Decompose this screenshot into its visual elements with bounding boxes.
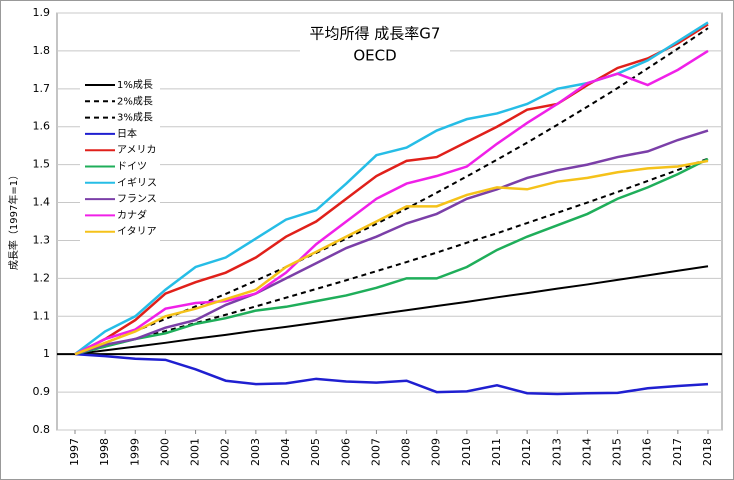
legend-label: 2%成長 <box>117 95 153 107</box>
series-line <box>74 23 709 356</box>
grid <box>57 12 722 434</box>
x-tick-label: 2009 <box>430 438 443 466</box>
x-tick-label: 2007 <box>369 438 382 466</box>
x-tick-label: 2010 <box>460 438 473 466</box>
series-line <box>74 129 709 356</box>
series-line <box>74 157 709 356</box>
y-tick-label: 0.9 <box>33 385 51 398</box>
lines <box>74 21 709 396</box>
y-tick-label: 1.2 <box>33 271 51 284</box>
x-tick-label: 2004 <box>279 438 292 466</box>
x-tick-label: 2017 <box>671 438 684 466</box>
x-tick-label: 2001 <box>189 438 202 466</box>
y-tick-label: 1.5 <box>33 158 51 171</box>
legend-label: 1%成長 <box>117 79 153 91</box>
series-line <box>74 157 709 356</box>
series-line <box>74 49 709 356</box>
series-line <box>74 265 709 356</box>
x-tick-label: 1998 <box>98 438 111 466</box>
y-tick-label: 1.4 <box>33 196 51 209</box>
legend-box <box>80 76 160 247</box>
x-tick-label: 2015 <box>611 438 624 466</box>
x-tick-label: 2000 <box>158 438 171 466</box>
x-tick-label: 2014 <box>580 438 593 466</box>
y-tick-label: 0.8 <box>33 423 51 436</box>
y-axis-label: 成長率（1997年=1） <box>7 170 20 270</box>
y-tick-label: 1.1 <box>33 309 51 322</box>
legend-label: ドイツ <box>117 162 147 173</box>
legend-label: フランス <box>117 193 157 205</box>
x-tick-label: 2012 <box>520 438 533 466</box>
series-line <box>74 352 709 396</box>
x-tick-label: 2006 <box>339 438 352 466</box>
legend-label: 3%成長 <box>117 112 153 124</box>
x-tick-label: 2005 <box>309 438 322 466</box>
x-tick-label: 1999 <box>128 438 141 466</box>
x-tick-label: 2008 <box>400 438 413 466</box>
legend-label: イギリス <box>117 177 157 189</box>
series-line <box>74 27 709 356</box>
x-tick-label: 2011 <box>490 438 503 466</box>
legend-label: イタリア <box>117 226 157 238</box>
y-tick-label: 1.3 <box>33 233 51 246</box>
legend-label: カナダ <box>117 208 147 221</box>
x-tick-label: 2003 <box>249 438 262 466</box>
legend-label: 日本 <box>117 127 137 140</box>
x-tick-label: 2002 <box>219 438 232 466</box>
y-tick-label: 1 <box>43 347 50 360</box>
chart-title: 平均所得 成長率G7 <box>310 25 441 43</box>
series-line <box>74 159 709 356</box>
x-tick-label: 2016 <box>641 438 654 466</box>
chart-subtitle: OECD <box>353 47 396 65</box>
y-tick-label: 1.8 <box>33 44 51 57</box>
title-box <box>300 20 450 75</box>
y-tick-label: 1.7 <box>33 82 51 95</box>
y-tick-label: 1.9 <box>33 6 51 19</box>
y-tick-label: 1.6 <box>33 120 51 133</box>
legend-label: アメリカ <box>117 144 157 156</box>
x-tick-label: 1997 <box>68 438 81 466</box>
x-tick-label: 2018 <box>701 438 714 466</box>
x-tick-label: 2013 <box>550 438 563 466</box>
